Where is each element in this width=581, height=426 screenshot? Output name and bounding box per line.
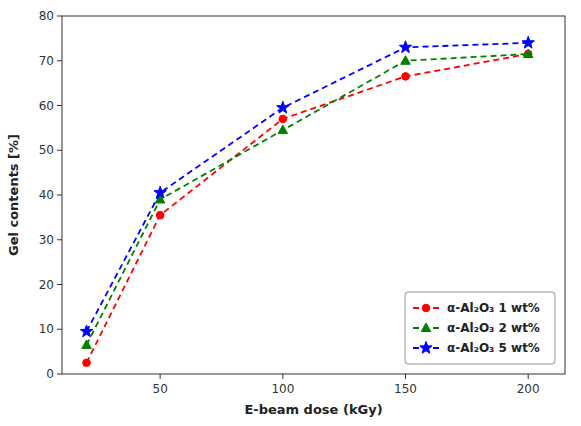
y-tick bbox=[57, 60, 62, 61]
legend-box bbox=[405, 292, 555, 364]
y-tick bbox=[57, 195, 62, 196]
x-tick bbox=[282, 374, 283, 379]
y-tick bbox=[57, 105, 62, 106]
y-axis-label: Gel contents [%] bbox=[6, 134, 21, 256]
legend-label: α-Al₂O₃ 2 wt% bbox=[447, 321, 540, 335]
y-tick bbox=[57, 16, 62, 17]
y-tick bbox=[57, 329, 62, 330]
point-marker bbox=[278, 125, 288, 134]
point-marker bbox=[83, 359, 91, 367]
point-marker bbox=[156, 211, 164, 219]
point-marker bbox=[82, 340, 92, 349]
x-tick bbox=[528, 374, 529, 379]
y-tick bbox=[57, 374, 62, 375]
point-marker bbox=[402, 73, 410, 81]
point-marker bbox=[523, 49, 533, 58]
y-tick-label: 50 bbox=[39, 143, 54, 157]
y-tick bbox=[57, 150, 62, 151]
legend: α-Al₂O₃ 1 wt% α-Al₂O₃ 2 wt% α-Al₂O₃ 5 wt% bbox=[405, 292, 555, 364]
point-marker bbox=[279, 115, 287, 123]
point-marker bbox=[277, 101, 289, 113]
legend-marker bbox=[420, 342, 432, 354]
y-tick-label: 80 bbox=[39, 9, 54, 23]
y-tick bbox=[57, 239, 62, 240]
plot-frame bbox=[62, 16, 565, 374]
legend-label: α-Al₂O₃ 1 wt% bbox=[447, 301, 540, 315]
legend-label: α-Al₂O₃ 5 wt% bbox=[447, 341, 540, 355]
x-axis-label: E-beam dose (kGy) bbox=[244, 402, 382, 417]
point-marker bbox=[399, 41, 411, 53]
y-tick bbox=[57, 284, 62, 285]
y-tick-label: 60 bbox=[39, 99, 54, 113]
chart: 50 100 150 200 0 10 20 30 40 50 60 70 80 E-beam dose … bbox=[0, 0, 581, 426]
x-tick-label: 100 bbox=[271, 382, 294, 396]
y-tick-label: 0 bbox=[46, 367, 54, 381]
y-tick-label: 70 bbox=[39, 54, 54, 68]
x-tick bbox=[405, 374, 406, 379]
legend-marker bbox=[422, 304, 430, 312]
y-tick-label: 40 bbox=[39, 188, 54, 202]
point-marker bbox=[522, 36, 534, 48]
x-tick-label: 150 bbox=[394, 382, 417, 396]
point-marker bbox=[80, 325, 92, 337]
y-tick-label: 10 bbox=[39, 322, 54, 336]
y-tick-label: 30 bbox=[39, 233, 54, 247]
series-line bbox=[87, 43, 529, 332]
point-marker bbox=[401, 56, 411, 65]
x-tick-label: 50 bbox=[153, 382, 168, 396]
point-marker bbox=[154, 186, 166, 198]
x-tick bbox=[160, 374, 161, 379]
legend-marker bbox=[421, 323, 431, 332]
y-tick-label: 20 bbox=[39, 278, 54, 292]
x-tick-label: 200 bbox=[517, 382, 540, 396]
